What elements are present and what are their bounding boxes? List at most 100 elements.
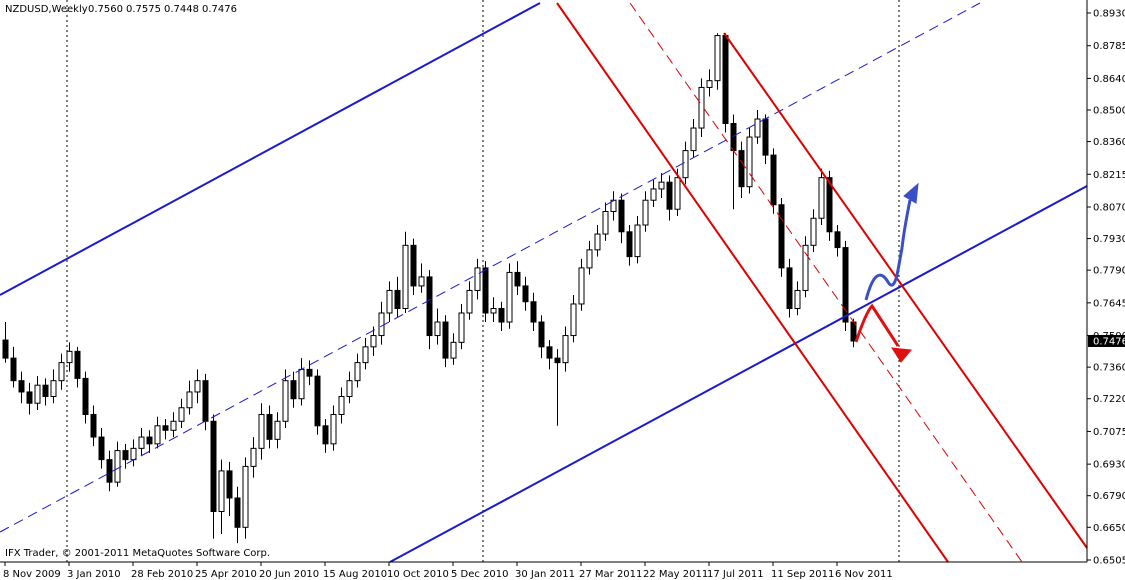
channel-midline [629, 2, 1023, 563]
candle-body [594, 233, 601, 251]
candle-body [554, 357, 561, 364]
candle-body [18, 380, 25, 393]
candle-body [242, 465, 249, 528]
candle-body [282, 380, 289, 422]
candle-body [386, 289, 393, 314]
candle-body [322, 425, 329, 445]
x-tick-label: 30 Jan 2011 [515, 569, 575, 580]
y-tick-label: 0.8930 [1093, 9, 1125, 20]
candle-body [842, 247, 849, 323]
y-tick-label: 0.7360 [1093, 363, 1125, 374]
candle-body [130, 447, 137, 461]
header-values: 0.7560 0.7575 0.7448 0.7476 [88, 4, 237, 15]
x-tick-label: 15 Aug 2010 [323, 569, 387, 580]
candle-body [682, 150, 689, 179]
candle-body [186, 391, 193, 409]
candle-body [514, 271, 521, 287]
candle-body [74, 350, 81, 379]
candle-body [298, 368, 305, 400]
candle-body [602, 210, 609, 235]
x-tick-label: 28 Feb 2010 [131, 569, 193, 580]
candle-body [50, 380, 57, 397]
candle-body [370, 335, 377, 348]
candle-body [522, 285, 529, 303]
y-tick-label: 0.8640 [1093, 74, 1125, 85]
header-value: 0.7448 [164, 4, 199, 15]
candle-body [266, 414, 273, 440]
candle-body [434, 321, 441, 337]
candle-body [450, 341, 457, 359]
candle-body [138, 436, 145, 449]
x-tick-label: 22 May 2011 [643, 569, 708, 580]
candle-body [626, 231, 633, 258]
candle-body [210, 420, 217, 513]
channel-line [556, 2, 949, 563]
candle-body [234, 497, 241, 528]
y-tick-label: 0.8500 [1093, 105, 1125, 116]
channel-line [0, 2, 541, 296]
candle-body [818, 177, 825, 219]
candle-body [570, 303, 577, 337]
candle-body [426, 276, 433, 337]
candle-body [794, 289, 801, 309]
copyright: IFX Trader, © 2001-2011 MetaQuotes Softw… [5, 548, 270, 559]
candle-body [338, 395, 345, 416]
y-tick-label: 0.6650 [1093, 523, 1125, 534]
y-tick-label: 0.6790 [1093, 491, 1125, 502]
candle-body [706, 80, 713, 88]
candle-body [410, 244, 417, 287]
x-tick-label: 20 Jun 2010 [259, 569, 319, 580]
price-marker [1088, 334, 1125, 347]
candle-body [178, 407, 185, 422]
candle-body [26, 391, 33, 404]
candle-body [826, 177, 833, 233]
candle-body [90, 414, 97, 438]
y-tick-label: 0.8785 [1093, 41, 1125, 52]
candle-body [306, 368, 313, 377]
candle-body [546, 346, 553, 359]
candle-body [666, 181, 673, 210]
candle-body [218, 470, 225, 513]
candle-body [466, 289, 473, 314]
y-tick-label: 0.8215 [1093, 170, 1125, 181]
candle-body [538, 321, 545, 348]
y-tick-label: 0.6505 [1093, 556, 1125, 567]
candle-body [394, 289, 401, 309]
candle-body [474, 267, 481, 291]
candle-body [530, 301, 537, 323]
candle-body [146, 436, 153, 445]
y-tick-label: 0.7645 [1093, 298, 1125, 309]
arrow-head [891, 347, 912, 363]
candle-body [226, 470, 233, 499]
candle-body [58, 362, 65, 382]
candle-body [458, 312, 465, 343]
x-tick-label: 3 Jan 2010 [67, 569, 121, 580]
candle-body [346, 380, 353, 397]
candle-body [562, 335, 569, 364]
candle-body [98, 436, 105, 461]
candle-body [674, 177, 681, 210]
candle-body [802, 244, 809, 291]
candle-body [114, 450, 121, 483]
candle-body [2, 339, 9, 359]
y-tick-label: 0.7075 [1093, 427, 1125, 438]
candle-body [154, 425, 161, 445]
candle-body [730, 123, 737, 152]
y-tick-label: 0.7930 [1093, 234, 1125, 245]
candle-body [258, 414, 265, 449]
candle-body [650, 188, 657, 201]
candle-body [490, 307, 497, 314]
header-value: 0.7560 [88, 4, 123, 15]
candle-body [738, 150, 745, 188]
candle-body [810, 217, 817, 246]
candle-body [34, 384, 41, 404]
candle-body [42, 384, 49, 397]
candle-body [274, 420, 281, 440]
candle-body [162, 425, 169, 431]
y-tick-label: 0.6930 [1093, 460, 1125, 471]
candle-body [834, 231, 841, 249]
scenario-arrow [854, 303, 900, 347]
price-label: 0.7476 [1093, 336, 1125, 347]
channel-line [723, 32, 1088, 549]
